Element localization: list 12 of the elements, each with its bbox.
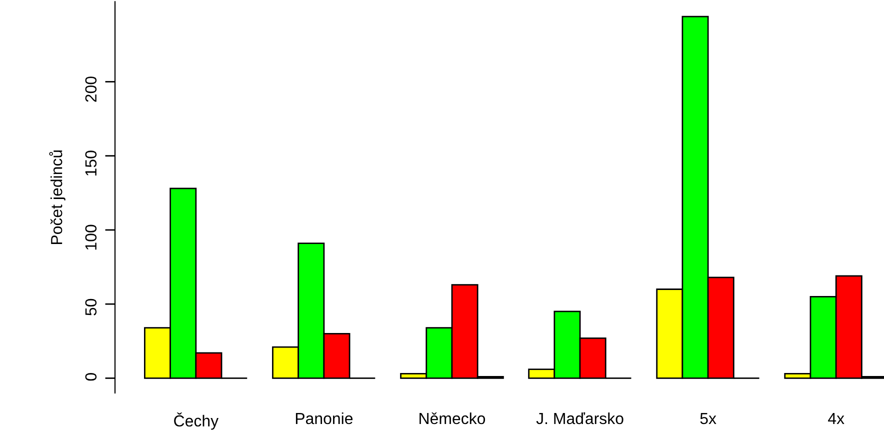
y-tick-label: 150 [85, 150, 97, 176]
x-tick-label: Německo [420, 412, 486, 424]
x-tick-label: 5x [700, 413, 716, 424]
y-tick-label: 100 [85, 224, 97, 250]
x-tick-label: 4x [828, 413, 844, 424]
y-axis-title: Počet jedinců [49, 150, 66, 244]
x-tick-label: J. Maďarsko [536, 412, 624, 424]
y-tick-label: 50 [85, 298, 97, 316]
y-tick-label: 200 [85, 76, 97, 102]
x-tick-label: Panonie [296, 412, 353, 424]
x-tick-label: Čechy [174, 412, 219, 430]
y-tick-label: 0 [85, 373, 97, 381]
